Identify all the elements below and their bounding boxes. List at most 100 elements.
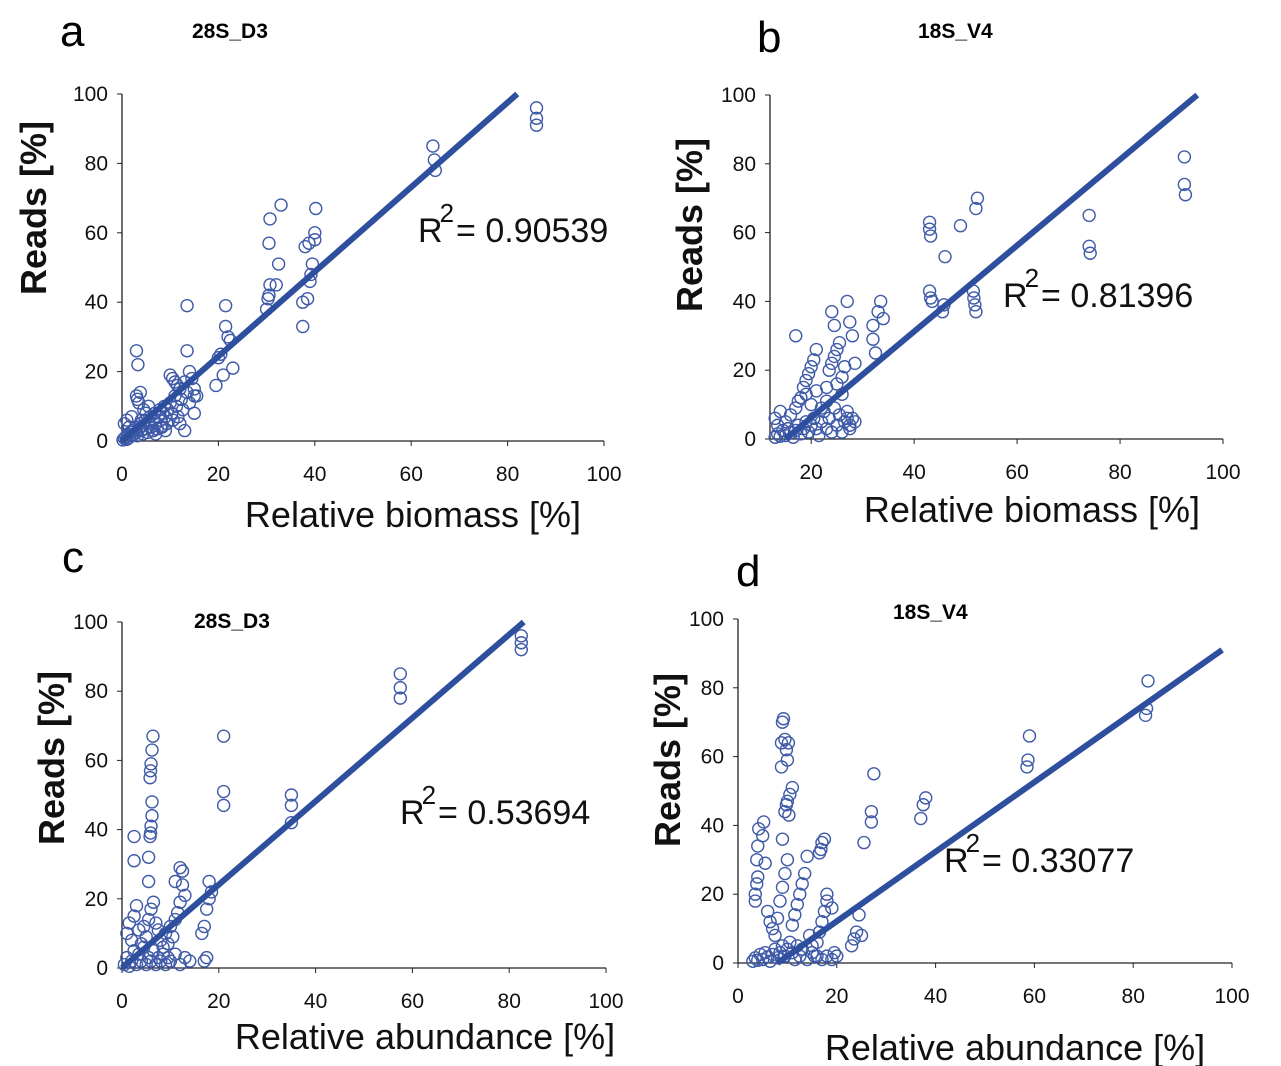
axes (769, 95, 1223, 440)
data-point (840, 404, 854, 419)
data-point (797, 866, 812, 881)
data-point (218, 319, 233, 334)
data-point (763, 915, 777, 929)
x-axis-label: Relative biomass [%] (245, 494, 581, 535)
data-point (845, 411, 860, 426)
data-point (756, 829, 770, 843)
data-point (514, 636, 528, 650)
x-tick-label: 60 (401, 990, 424, 1013)
data-point (817, 832, 832, 846)
y-axis-label: Reads [%] (13, 121, 54, 295)
data-point (166, 930, 180, 944)
data-point (161, 937, 175, 951)
data-point (163, 919, 178, 934)
data-points (116, 101, 544, 447)
data-point (876, 311, 890, 326)
data-point (788, 908, 802, 922)
data-point (216, 368, 230, 382)
data-point (785, 945, 800, 960)
axes (121, 622, 606, 969)
data-point (776, 712, 791, 726)
data-point (132, 947, 146, 961)
r-squared-exponent: 2 (966, 828, 980, 858)
data-point (143, 771, 157, 785)
data-point (848, 415, 862, 429)
data-point (760, 904, 775, 919)
y-tick-label: 60 (85, 749, 108, 772)
data-point (190, 389, 204, 403)
data-points (117, 629, 528, 973)
data-point (790, 897, 804, 912)
data-point (827, 945, 842, 960)
data-point (216, 798, 231, 813)
x-tick-label: 40 (304, 990, 327, 1013)
x-axis-label: Relative abundance [%] (825, 1027, 1205, 1066)
data-point (827, 349, 842, 364)
data-point (763, 954, 777, 968)
data-point (262, 236, 276, 250)
y-axis-label: Reads [%] (669, 138, 710, 312)
data-point (146, 729, 160, 743)
y-tick-label: 80 (701, 677, 724, 700)
data-points (746, 674, 1155, 968)
y-axis-label: Reads [%] (31, 671, 72, 845)
data-point (752, 822, 766, 836)
data-point (131, 357, 145, 372)
y-tick-label: 40 (85, 819, 108, 842)
x-tick-label: 60 (400, 463, 423, 486)
data-point (133, 385, 148, 400)
data-point (158, 423, 173, 438)
data-point (216, 784, 231, 799)
ticks: 0 20 40 60 80 100 0 20 40 60 80 100 (73, 611, 624, 1013)
data-point (300, 292, 315, 306)
fit-line (775, 647, 1224, 966)
panel-label: b (757, 13, 781, 62)
data-point (529, 118, 544, 132)
data-point (308, 226, 322, 240)
r-squared-label: R2= 0.33077 (944, 828, 1134, 880)
data-point (141, 950, 156, 965)
data-point (145, 743, 159, 757)
chart-title: 28S_D3 (192, 20, 268, 43)
data-point (825, 305, 839, 319)
data-point (1141, 674, 1155, 688)
r-squared-value: = 0.90539 (456, 212, 608, 250)
data-point (1082, 208, 1096, 223)
data-point (144, 420, 158, 434)
y-tick-label: 0 (744, 428, 756, 451)
data-point (751, 870, 765, 884)
panel-label: c (62, 533, 84, 582)
data-point (1021, 753, 1035, 767)
data-point (132, 396, 146, 410)
x-tick-label: 80 (1108, 461, 1131, 484)
data-point (168, 874, 182, 889)
data-point (778, 732, 792, 747)
data-point (864, 815, 879, 829)
data-point (141, 912, 156, 927)
data-point (922, 284, 937, 298)
data-point (124, 933, 139, 948)
data-point (756, 815, 771, 829)
data-point (202, 874, 216, 889)
data-point (284, 788, 299, 802)
data-point (801, 366, 816, 381)
data-point (143, 764, 158, 778)
x-tick-label: 60 (1023, 985, 1046, 1008)
data-point (173, 895, 187, 909)
data-point (146, 895, 161, 909)
data-point (785, 918, 800, 932)
data-point (789, 401, 803, 415)
data-point (969, 201, 983, 216)
r-squared-exponent: 2 (440, 198, 454, 228)
data-point (1177, 150, 1192, 164)
data-point (284, 815, 299, 830)
data-point (514, 642, 528, 657)
fit-line-group (783, 92, 1200, 442)
data-point (120, 926, 134, 941)
y-tick-label: 0 (96, 957, 108, 980)
data-point (843, 421, 857, 436)
data-point (141, 850, 156, 864)
data-point (843, 315, 857, 329)
y-tick-label: 0 (712, 952, 724, 975)
data-point (308, 233, 322, 247)
